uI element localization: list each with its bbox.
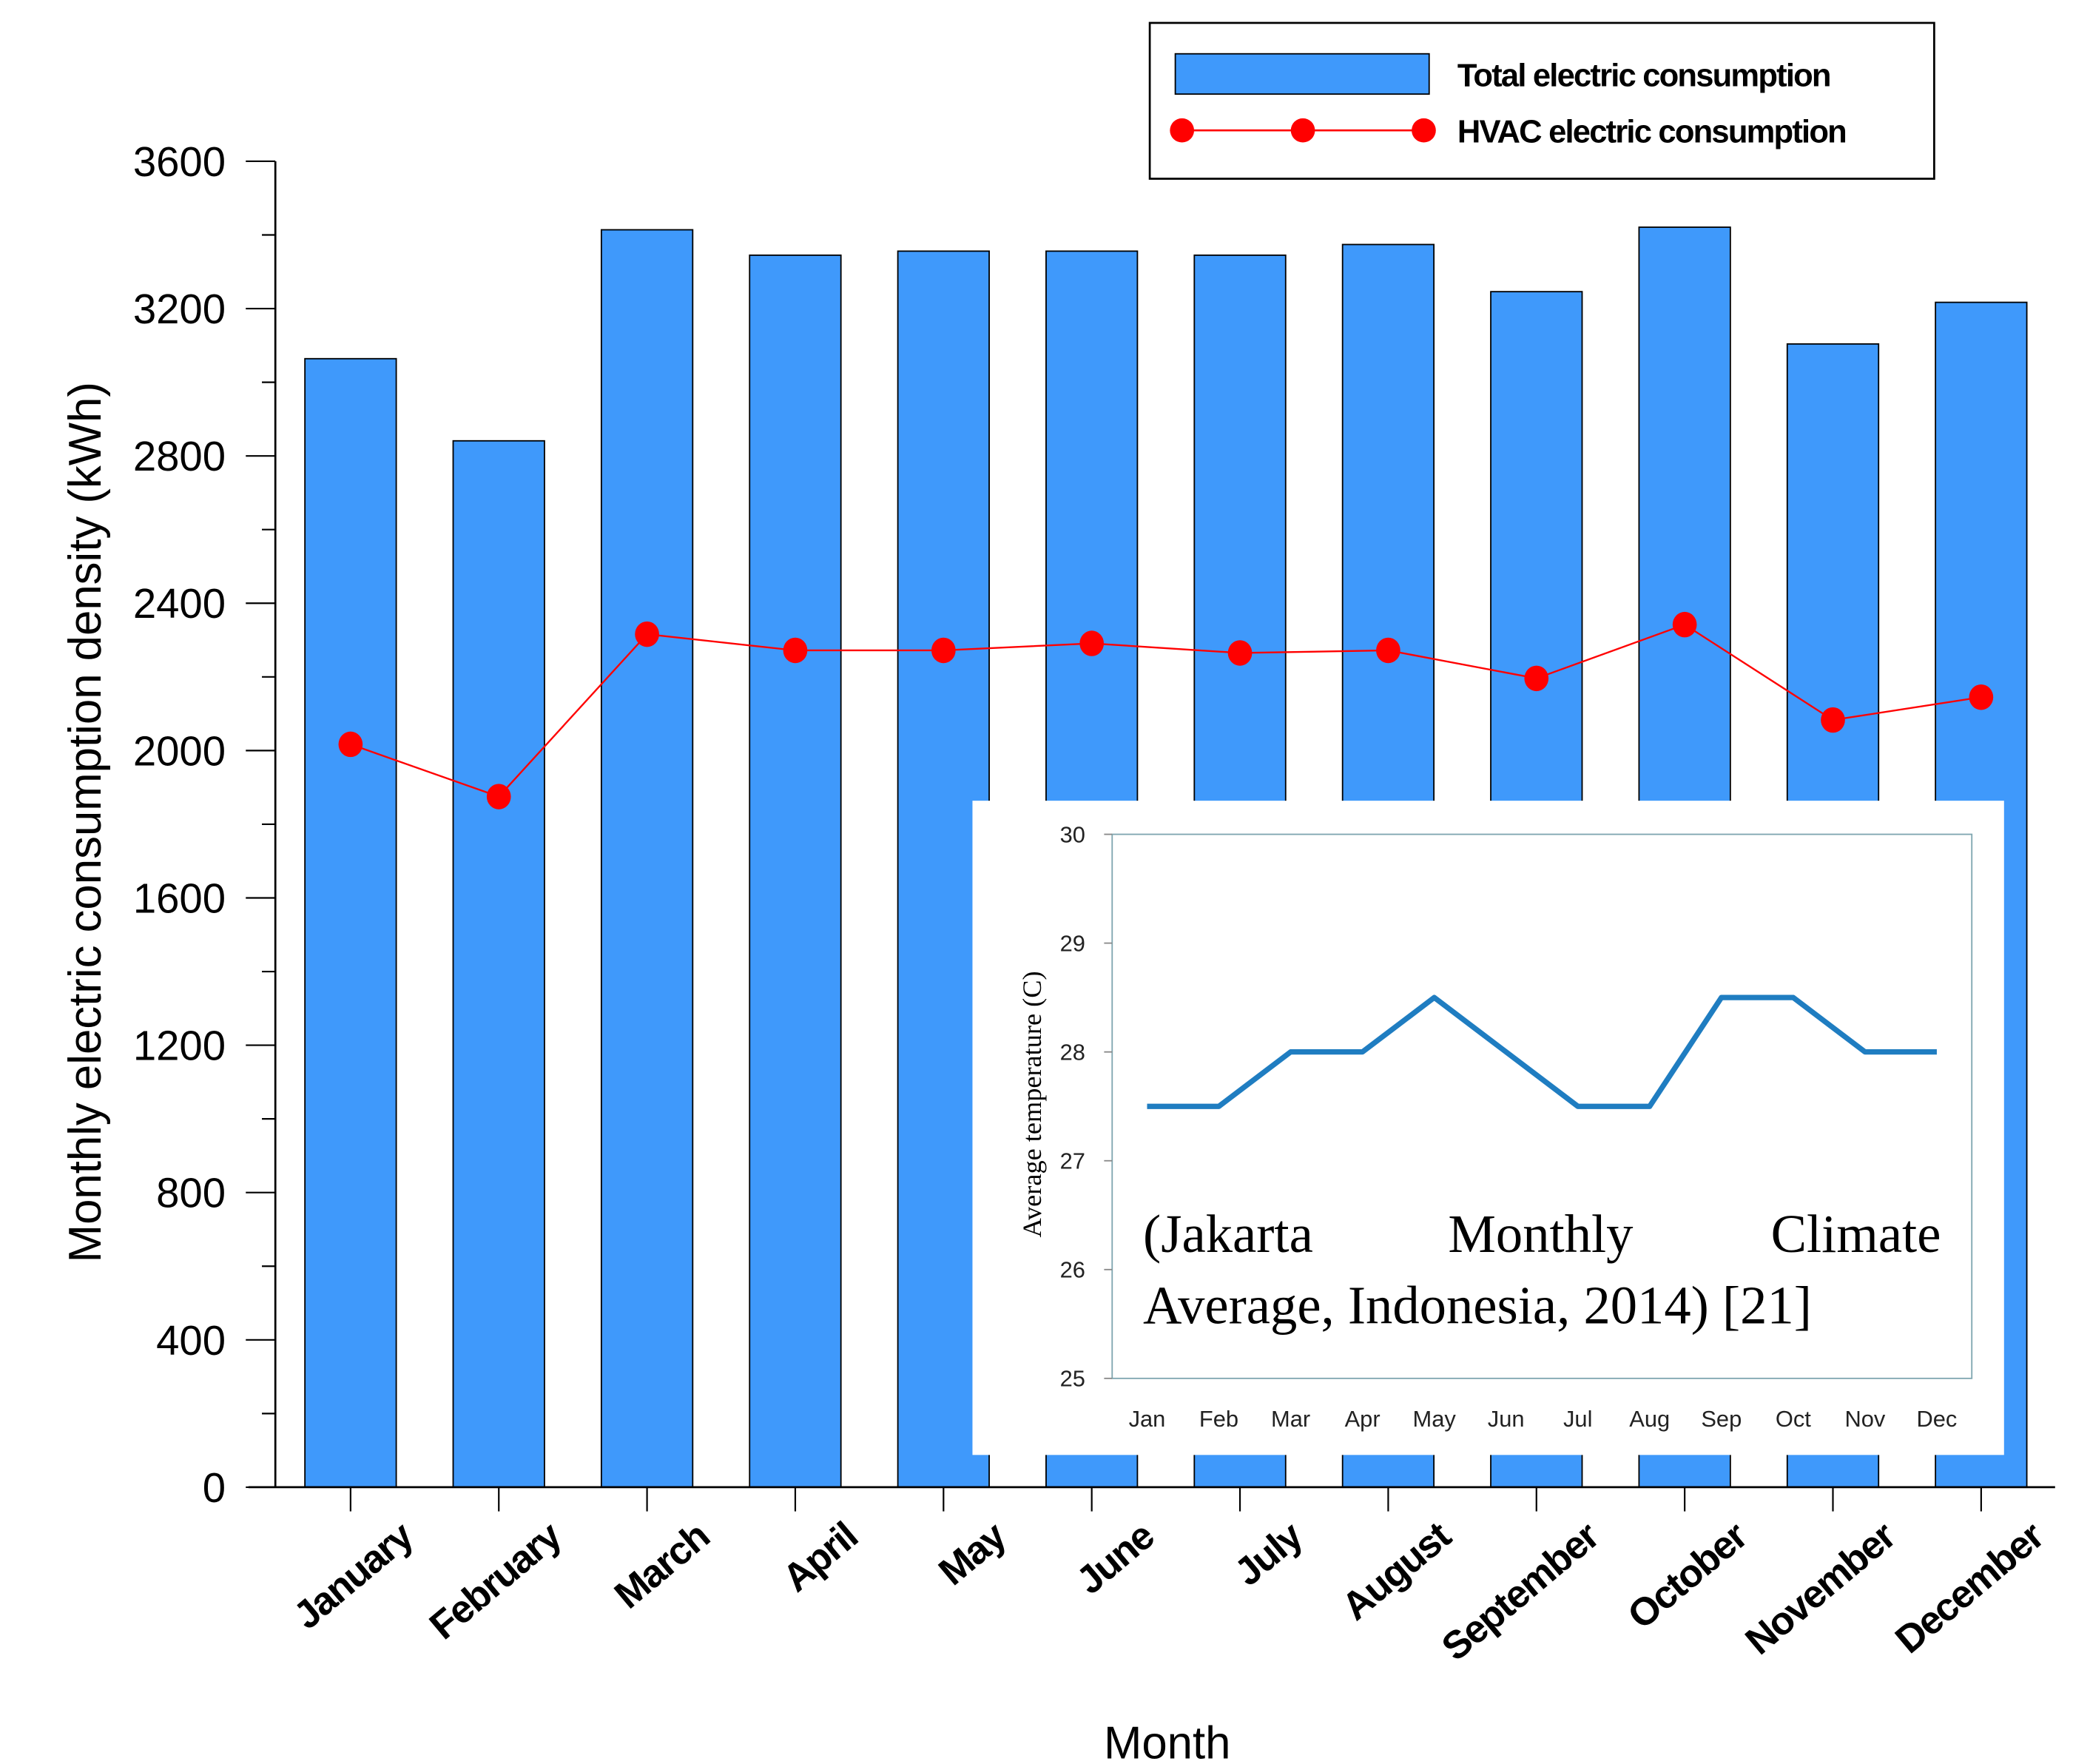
- hvac-point-october: [1672, 611, 1697, 638]
- inset-annotation-line2: Average, Indonesia, 2014) [21]: [1143, 1275, 1812, 1335]
- hvac-point-january: [338, 731, 363, 758]
- legend-frame: [1148, 21, 1935, 180]
- inset-x-tick-label: Jun: [1488, 1406, 1525, 1432]
- hvac-point-june: [1079, 630, 1105, 656]
- x-tick-label: August: [1334, 1514, 1459, 1629]
- inset-x-tick-label: Nov: [1844, 1406, 1885, 1432]
- legend-swatch-total: [1174, 53, 1430, 95]
- inset-x-tick-label: May: [1412, 1406, 1456, 1432]
- inset-x-tick-label: Mar: [1271, 1406, 1310, 1432]
- inset-x-tick-label: Jul: [1563, 1406, 1592, 1432]
- x-tick-label: May: [931, 1514, 1014, 1595]
- x-tick-label: June: [1068, 1514, 1162, 1603]
- inset-temperature-chart: Average temperature (C) (Jakarta Monthly…: [972, 801, 2004, 1455]
- inset-background: [972, 801, 2004, 1455]
- bar-total-january: [304, 357, 397, 1488]
- x-tick-label: March: [607, 1515, 718, 1617]
- y-tick-label: 2800: [133, 433, 226, 479]
- inset-y-tick-label: 26: [1060, 1257, 1085, 1283]
- hvac-point-august: [1376, 637, 1400, 664]
- inset-y-axis-title: Average temperature (C): [1017, 971, 1047, 1237]
- inset-x-tick-label: Aug: [1629, 1406, 1670, 1432]
- y-tick-label: 3200: [133, 286, 226, 332]
- inset-x-tick-label: Feb: [1199, 1406, 1238, 1432]
- inset-x-tick-label: Apr: [1345, 1406, 1381, 1432]
- inset-annotation-word: (Jakarta: [1143, 1204, 1313, 1264]
- x-tick-label: September: [1434, 1514, 1608, 1669]
- y-tick-label: 2000: [133, 727, 226, 774]
- inset-x-tick-label: Sep: [1701, 1406, 1742, 1432]
- legend-label-hvac: HVAC electric consumption: [1457, 115, 1846, 150]
- x-tick-label: April: [775, 1515, 866, 1600]
- hvac-point-september: [1524, 665, 1549, 692]
- inset-y-tick-label: 30: [1060, 821, 1085, 847]
- inset-x-tick-label: Jan: [1129, 1406, 1166, 1432]
- hvac-line: [350, 623, 1982, 798]
- inset-temperature-line: [1147, 994, 1937, 1109]
- inset-y-tick-label: 27: [1060, 1148, 1085, 1174]
- bar-total-february: [452, 440, 545, 1488]
- x-tick-label: October: [1619, 1514, 1756, 1638]
- x-tick-label: November: [1737, 1514, 1904, 1663]
- inset-annotation-word: Climate: [1771, 1204, 1941, 1264]
- y-axis-title: Monthly electric consumption density (kW…: [60, 382, 111, 1262]
- inset-y-tick-label: 29: [1060, 931, 1085, 957]
- x-tick-label: February: [422, 1514, 570, 1649]
- y-tick-label: 400: [156, 1317, 226, 1364]
- legend-marker-hvac: [1412, 118, 1436, 143]
- legend-marker-hvac: [1170, 118, 1195, 143]
- hvac-point-november: [1821, 707, 1845, 733]
- legend-label-total: Total electric consumption: [1457, 58, 1830, 93]
- legend-marker-hvac: [1290, 118, 1315, 143]
- y-tick-label: 0: [203, 1464, 226, 1511]
- inset-x-tick-label: Oct: [1776, 1406, 1811, 1432]
- hvac-point-may: [931, 637, 956, 664]
- y-tick-label: 1600: [133, 875, 226, 921]
- y-tick-label: 2400: [133, 580, 226, 627]
- x-tick-label: July: [1227, 1514, 1311, 1595]
- legend: Total electric consumption HVAC electric…: [1148, 21, 1935, 180]
- hvac-point-april: [783, 637, 808, 664]
- y-tick-label: 800: [156, 1170, 226, 1216]
- x-tick-label: December: [1887, 1514, 2052, 1662]
- bar-total-march: [600, 229, 694, 1488]
- hvac-point-february: [486, 784, 511, 809]
- inset-x-tick-label: Dec: [1916, 1406, 1957, 1432]
- inset-y-tick-label: 25: [1060, 1366, 1085, 1392]
- bar-total-april: [749, 254, 842, 1488]
- x-tick-label: January: [286, 1514, 422, 1638]
- inset-y-tick-label: 28: [1060, 1040, 1085, 1066]
- inset-annotation-word: Monthly: [1448, 1204, 1634, 1264]
- hvac-point-march: [635, 621, 659, 647]
- hvac-point-december: [1969, 684, 1994, 710]
- hvac-point-july: [1227, 640, 1253, 666]
- x-axis-title: Month: [1104, 1718, 1231, 1764]
- inset-plot-frame: [1111, 833, 1973, 1379]
- y-tick-label: 1200: [133, 1023, 226, 1069]
- y-tick-label: 3600: [133, 138, 226, 185]
